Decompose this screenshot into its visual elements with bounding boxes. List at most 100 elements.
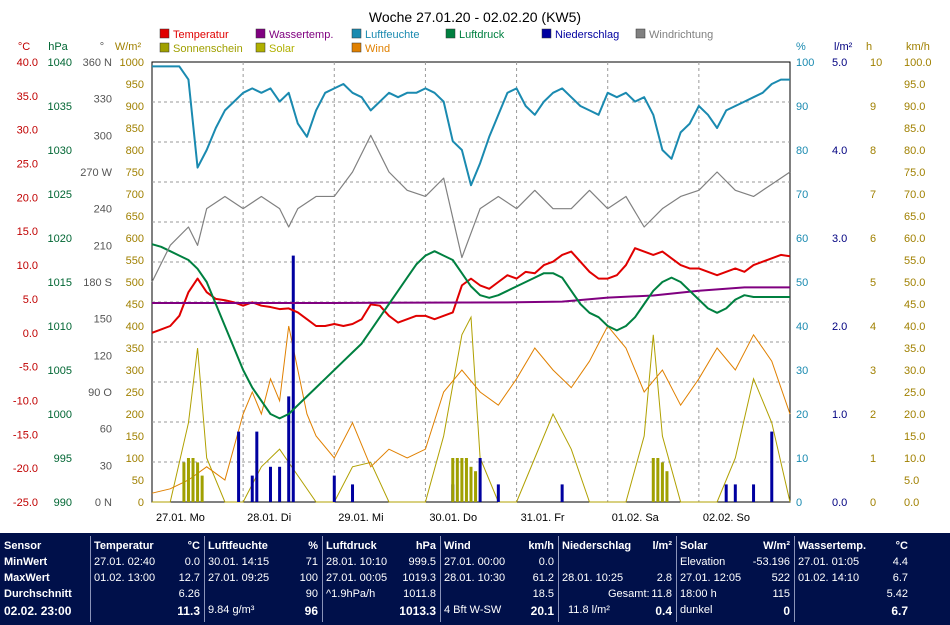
temperature-avg: 6.26 xyxy=(178,588,200,600)
min-label: MinWert xyxy=(4,556,48,568)
axis-tick-temp: -15.0 xyxy=(13,429,38,441)
x-tick-label: 30.01. Do xyxy=(429,512,477,524)
humidity-max-time: 27.01. 09:25 xyxy=(208,572,270,584)
weather-chart: Woche 27.01.20 - 02.02.20 (KW5) Temperat… xyxy=(13,9,932,524)
sensor-header: Sensor xyxy=(4,540,42,552)
bar-sonnenschein xyxy=(186,458,190,502)
humidity-max: 100 xyxy=(299,572,318,584)
axis-tick-sun: 5 xyxy=(870,277,876,289)
stats-water: Wassertemp. °C 27.01. 01:05 4.4 01.02. 14:… xyxy=(794,534,912,622)
bar-niederschlag xyxy=(733,484,737,502)
humidity-current: 96 xyxy=(304,604,318,618)
legend-swatch xyxy=(351,28,362,39)
axis-tick-temp: -20.0 xyxy=(13,463,38,475)
water-min: 4.4 xyxy=(892,556,908,568)
axis-tick-rad: 400 xyxy=(126,321,144,333)
series-wassertemp xyxy=(152,286,790,304)
bar-sonnenschein xyxy=(191,458,195,502)
axis-tick-sun: 1 xyxy=(870,453,876,465)
solar-header: Solar xyxy=(680,540,708,552)
bar-sonnenschein xyxy=(196,462,200,502)
bar-sonnenschein xyxy=(656,458,660,502)
legend-label: Solar xyxy=(269,43,295,55)
rain-unit: l/m² xyxy=(652,540,672,552)
axis-tick-wind: 0.0 xyxy=(904,497,919,509)
bar-niederschlag xyxy=(560,484,564,502)
axis-tick-hum: 90 xyxy=(796,101,808,113)
avg-label: Durchschnitt xyxy=(4,588,72,600)
solar-elevation: -53.196 xyxy=(752,556,790,568)
x-tick-label: 31.01. Fr xyxy=(521,512,565,524)
rain-total: 11.8 xyxy=(651,588,672,600)
axis-tick-sun: 3 xyxy=(870,365,876,377)
bar-sonnenschein xyxy=(651,458,655,502)
x-tick-label: 01.02. Sa xyxy=(612,512,660,524)
axis-unit-dir: ° xyxy=(100,41,104,53)
axis-tick-press: 1040 xyxy=(48,57,72,69)
axis-tick-press: 1005 xyxy=(48,365,72,377)
stats-rain: Niederschlag l/m² 28.01. 10:25 2.8 Gesamt:… xyxy=(558,534,676,622)
current-time: 02.02. 23:00 xyxy=(4,604,72,618)
axis-tick-rad: 150 xyxy=(126,431,144,443)
axis-tick-dir: 360 N xyxy=(83,57,112,69)
axis-tick-temp: -10.0 xyxy=(13,395,38,407)
solar-hours-value: 115 xyxy=(772,588,790,600)
axis-tick-wind: 55.0 xyxy=(904,255,925,267)
legend-label: Luftfeuchte xyxy=(365,29,419,41)
axis-tick-wind: 20.0 xyxy=(904,409,925,421)
axis-tick-hum: 20 xyxy=(796,409,808,421)
axis-tick-hum: 60 xyxy=(796,233,808,245)
x-tick-label: 28.01. Di xyxy=(247,512,291,524)
legend-label: Wassertemp. xyxy=(269,29,333,41)
axis-tick-wind: 85.0 xyxy=(904,123,925,135)
bar-niederschlag xyxy=(724,484,728,502)
series-solar xyxy=(152,315,791,503)
wind-unit: km/h xyxy=(528,540,554,552)
humidity-avg: 90 xyxy=(305,588,318,600)
pressure-max-time: 27.01. 00:05 xyxy=(326,572,388,584)
axis-unit-rain: l/m² xyxy=(834,41,853,53)
axis-tick-rad: 900 xyxy=(126,101,144,113)
axis-tick-rad: 350 xyxy=(126,343,144,355)
axis-tick-dir: 330 xyxy=(94,94,112,106)
axis-unit-temp: °C xyxy=(18,41,30,53)
bar-sonnenschein xyxy=(455,458,459,502)
bar-sonnenschein xyxy=(200,475,204,502)
axis-tick-sun: 10 xyxy=(870,57,882,69)
axis-tick-wind: 90.0 xyxy=(904,101,925,113)
legend-swatch xyxy=(635,28,646,39)
axis-tick-hum: 10 xyxy=(796,453,808,465)
water-min-time: 27.01. 01:05 xyxy=(798,556,860,568)
temperature-max: 12.7 xyxy=(178,572,200,584)
axis-tick-press: 1035 xyxy=(48,101,72,113)
wind-max: 61.2 xyxy=(532,572,554,584)
pressure-unit: hPa xyxy=(415,540,436,552)
bar-niederschlag xyxy=(268,466,272,502)
bar-niederschlag xyxy=(332,475,336,502)
axis-tick-temp: 0.0 xyxy=(23,328,38,340)
solar-state: dunkel xyxy=(680,604,713,616)
stats-panel xyxy=(0,533,950,625)
bar-sonnenschein xyxy=(464,458,468,502)
humidity-min: 71 xyxy=(305,556,318,568)
axis-tick-temp: -25.0 xyxy=(13,497,38,509)
stats-pressure: Luftdruck hPa 28.01. 10:10 999.5 27.01. 00… xyxy=(322,534,440,622)
temperature-max-time: 01.02. 13:00 xyxy=(94,572,156,584)
solar-elevation-label: Elevation xyxy=(680,556,726,568)
max-label: MaxWert xyxy=(4,572,50,584)
legend-swatch xyxy=(541,28,552,39)
axis-tick-hum: 70 xyxy=(796,189,808,201)
rain-rate: 11.8 l/m² xyxy=(568,604,610,616)
axis-tick-rain: 3.0 xyxy=(832,233,847,245)
bar-sonnenschein xyxy=(665,471,669,502)
axis-tick-rad: 450 xyxy=(126,299,144,311)
series-luftdruck xyxy=(151,243,790,420)
axis-tick-rad: 200 xyxy=(126,409,144,421)
separator xyxy=(558,536,559,622)
axis-tick-wind: 10.0 xyxy=(904,453,925,465)
legend-label: Temperatur xyxy=(173,29,229,41)
bar-niederschlag xyxy=(255,431,259,502)
axis-unit-press: hPa xyxy=(48,41,68,53)
bar-sonnenschein xyxy=(182,462,186,502)
axis-tick-rad: 950 xyxy=(126,79,144,91)
